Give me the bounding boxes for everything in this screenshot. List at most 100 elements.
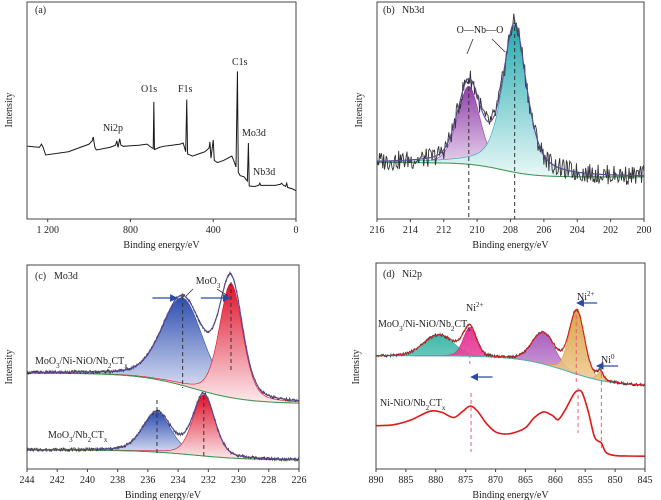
x-tick-label: 870 [488,475,503,486]
panel-label: (b) [383,5,395,16]
subscript: 2 [108,362,112,370]
label-text: Ni-NiO/Nb [380,398,426,409]
peak-annotation-ni2p: Ni2p [103,123,123,134]
panel-label: (c) [35,271,46,282]
peak-annotation-c1s: C1s [232,57,248,68]
spectrum-label: Ni-NiO/Nb2CTx [380,398,446,412]
peak-annotation-f1s: F1s [178,84,193,95]
fitted-envelope-line [377,22,644,177]
panel-title: Mo3d [54,271,78,282]
x-tick-label: 240 [80,475,95,486]
oxidation-state-annotation: Ni0 [601,353,615,366]
subscript: 3 [399,325,403,333]
x-tick-label: 0 [294,225,299,236]
background-line [27,372,299,404]
x-tick-label: 855 [578,475,593,486]
bond-annotation: O—Nb—O [457,25,504,36]
x-tick-label: 226 [292,475,307,486]
subscript: 3 [217,282,221,290]
x-tick-label: 850 [608,475,623,486]
x-axis-label: Binding energy/eV [472,240,549,251]
x-tick-label: 238 [110,475,125,486]
label-text: CT [454,319,467,330]
subscript: 2 [426,404,430,412]
spectrum-label: MoO3/Ni-NiO/Nb2CTx [35,356,128,370]
subscript: x [104,436,108,444]
axes-frame [375,262,646,470]
x-tick-label: 204 [570,225,585,236]
x-tick-label: 202 [603,225,618,236]
subscript: x [124,362,128,370]
x-tick-label: 845 [638,475,653,486]
superscript: 2+ [476,301,484,309]
label-text: Ni [577,292,587,303]
x-tick-label: 228 [261,475,276,486]
x-tick-label: 230 [231,475,246,486]
label-text: MoO [378,319,399,330]
x-tick-label: 865 [518,475,533,486]
label-text: Ni [466,303,476,314]
x-tick-label: 1 200 [36,225,59,236]
spectrum-1 [376,389,645,457]
x-tick-label: 890 [369,475,384,486]
oxidation-state-annotation: Ni2+ [577,290,595,303]
x-tick-label: 214 [403,225,418,236]
label-text: /Nb [73,430,88,441]
spectrum-1 [27,391,299,463]
y-axis-label: Intensity [4,93,15,128]
x-tick-label: 206 [536,225,551,236]
x-tick-label: 860 [548,475,563,486]
annotation-leader [185,288,194,297]
fitted-envelope-line [27,392,299,460]
spectrum-0 [377,13,644,185]
label-text: CT [91,430,104,441]
label-text: MoO [35,356,56,367]
x-tick-label: 236 [140,475,155,486]
spectrum-line [376,389,645,457]
subscript: x [467,325,471,333]
panel-title: Ni2p [402,269,422,280]
moo3-annotation: MoO3 [196,276,221,290]
x-tick-label: 210 [470,225,485,236]
plot-area [377,13,644,185]
x-axis-label: Binding energy/eV [125,490,202,500]
series-line-survey [27,71,296,192]
subscript: 3 [69,436,73,444]
background-line [376,355,645,386]
x-tick-label: 244 [20,475,35,486]
x-tick-label: 885 [398,475,413,486]
panel-label: (d) [383,269,395,280]
subscript: 2 [451,325,455,333]
plot-area [27,71,296,192]
y-axis-label: Intensity [354,93,365,128]
superscript: 0 [611,353,615,361]
y-axis-label: Intensity [351,350,362,385]
x-tick-label: 216 [370,225,385,236]
subscript: x [442,404,446,412]
axes-frame [26,264,300,470]
peak-annotation-o1s: O1s [141,84,157,95]
fitted-envelope-line [376,308,645,386]
x-tick-label: 200 [637,225,652,236]
x-tick-label: 208 [503,225,518,236]
annotation-leader [491,38,506,53]
label-text: /Ni-NiO/Nb [403,319,451,330]
x-tick-label: 880 [428,475,443,486]
panel-b: 216 214 212 210 208 206 204 202 200 Binding energ… [354,1,652,251]
x-tick-label: 800 [123,225,138,236]
spectrum-label: MoO3/Nb2CTx [48,430,108,444]
subscript: 2 [88,436,92,444]
background-line [377,162,644,178]
label-text: MoO [196,276,217,287]
x-tick-label: 242 [50,475,65,486]
panel-d: 890 885 880 875 870 865 860 855 850 845 Binding en… [351,262,653,500]
peak-annotation-mo3d: Mo3d [242,128,266,139]
x-tick-label: 400 [206,225,221,236]
x-axis-label: Binding energy/eV [472,490,549,500]
panel-label: (a) [35,5,46,16]
x-axis-label: Binding energy/eV [123,240,200,251]
fitted-envelope-line [27,273,299,402]
annotation-leader [216,288,229,297]
